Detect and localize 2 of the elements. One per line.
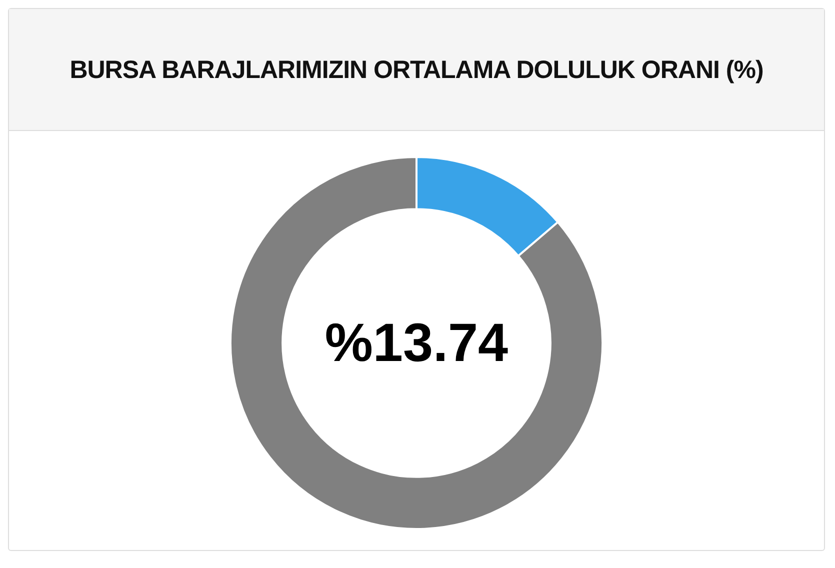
chart-title: BURSA BARAJLARIMIZIN ORTALAMA DOLULUK ORANI (%) (68, 54, 764, 86)
data-label: %13.74 (324, 313, 508, 373)
